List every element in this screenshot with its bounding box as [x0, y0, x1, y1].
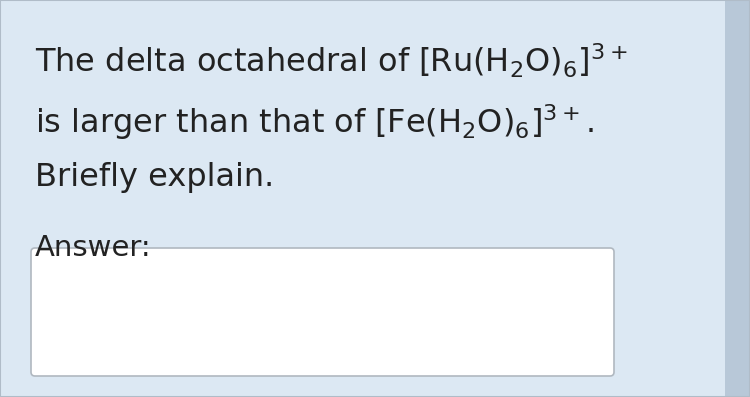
FancyBboxPatch shape — [31, 248, 614, 376]
Bar — [725, 0, 750, 397]
Text: Answer:: Answer: — [35, 234, 152, 262]
Text: is larger than that of $\mathregular{[Fe(H_2O)_6]^{3+}}$.: is larger than that of $\mathregular{[Fe… — [35, 102, 594, 142]
Text: Briefly explain.: Briefly explain. — [35, 162, 274, 193]
Text: The delta octahedral of $\mathregular{[Ru(H_2O)_6]^{3+}}$: The delta octahedral of $\mathregular{[R… — [35, 42, 628, 80]
